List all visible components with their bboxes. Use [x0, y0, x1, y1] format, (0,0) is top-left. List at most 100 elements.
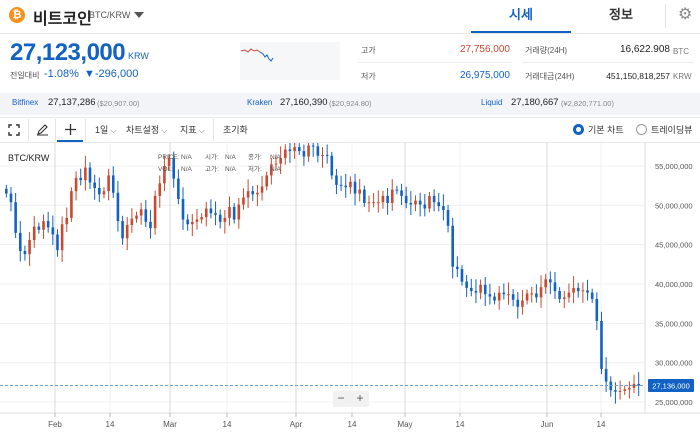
- chart-symbol: BTC/KRW: [8, 153, 50, 163]
- candle-body: [372, 202, 375, 204]
- candle-body: [177, 178, 180, 200]
- tradingview-radio[interactable]: [636, 124, 647, 135]
- candle-body: [204, 208, 208, 218]
- exchange-price: 27,137,286: [48, 97, 96, 108]
- exchange-name[interactable]: Kraken: [247, 98, 273, 107]
- candle-body: [442, 206, 445, 211]
- crosshair-icon[interactable]: [64, 123, 77, 136]
- y-tick-label: 40,000,000: [655, 280, 693, 289]
- candle-body: [553, 282, 557, 292]
- volume-unit: BTC: [673, 47, 689, 56]
- legend-open-label: 시가:: [205, 152, 219, 161]
- divider: [0, 142, 700, 143]
- candle-body: [84, 167, 87, 181]
- y-tick-label: 45,000,000: [655, 241, 693, 250]
- candle-body: [544, 279, 547, 288]
- candle-body: [390, 189, 394, 203]
- candle-body: [344, 185, 348, 188]
- zoom-in-button[interactable]: +: [356, 391, 364, 405]
- exchange-name[interactable]: Bitfinex: [12, 98, 39, 107]
- divider: [85, 119, 86, 141]
- legend-close-label: 종가:: [248, 152, 262, 161]
- pencil-icon[interactable]: [36, 123, 49, 136]
- price-chart[interactable]: 55,000,000 50,000,000 45,000,000 40,000,000…: [0, 143, 700, 434]
- exchange-name[interactable]: Liquid: [481, 98, 503, 107]
- tradingview-label[interactable]: 트레이딩뷰: [651, 125, 693, 135]
- candle-body: [358, 189, 361, 194]
- mini-sparkline: [240, 42, 340, 80]
- high-value: 27,756,000: [459, 44, 510, 55]
- chevron-down-icon[interactable]: [134, 12, 144, 18]
- candle-body: [186, 219, 189, 225]
- candle-body: [353, 181, 357, 194]
- candle-body: [632, 383, 636, 388]
- x-tick-label: 14: [348, 420, 357, 429]
- candle-body: [163, 166, 166, 184]
- candle-body: [628, 387, 631, 390]
- candle-body: [307, 145, 310, 157]
- current-price-tag: [648, 379, 694, 392]
- legend-volume-label: VOL:: [158, 166, 173, 173]
- candle-body: [130, 218, 134, 225]
- gear-icon[interactable]: ⚙: [678, 6, 693, 23]
- candle-body: [321, 154, 324, 156]
- candle-body: [51, 227, 55, 235]
- coin-pair[interactable]: BTC/KRW: [89, 10, 131, 20]
- candle-body: [125, 225, 129, 239]
- volume-value: 16,622.908: [619, 44, 670, 55]
- candle-body: [469, 287, 473, 292]
- exchange-price: 27,160,390: [280, 97, 328, 108]
- exchange-foreign-price: ($20,907.00): [97, 99, 140, 108]
- candle-body: [511, 294, 515, 300]
- exchange-price: 27,180,667: [511, 97, 559, 108]
- candle-body: [135, 215, 138, 219]
- candle-body: [98, 188, 101, 195]
- fullscreen-icon[interactable]: [8, 124, 20, 136]
- candle-body: [232, 206, 236, 220]
- candle-body: [614, 390, 617, 392]
- divider: [665, 4, 666, 28]
- candle-body: [400, 190, 403, 196]
- candle-body: [88, 167, 92, 183]
- candle-body: [558, 291, 561, 299]
- chart-grid: [0, 143, 645, 413]
- basic-chart-label[interactable]: 기본 차트: [588, 125, 624, 135]
- chart-settings-label: 차트설정: [126, 125, 160, 135]
- indicators-dropdown[interactable]: 지표 ⌵: [180, 121, 205, 139]
- candle-body: [525, 293, 529, 301]
- candle-body: [516, 299, 520, 307]
- candle-body: [404, 195, 408, 203]
- interval-label: 1일: [95, 125, 109, 135]
- exchange-bar: [0, 93, 700, 115]
- y-tick-label: 55,000,000: [655, 162, 693, 171]
- reset-button[interactable]: 초기화: [223, 125, 248, 135]
- candle-body: [590, 292, 594, 299]
- candle-body: [637, 383, 640, 386]
- candle-body: [311, 145, 315, 147]
- y-tick-label: 30,000,000: [655, 359, 693, 368]
- candle-body: [428, 195, 431, 209]
- candle-body: [535, 293, 538, 298]
- candle-body: [158, 183, 162, 196]
- chart-settings-dropdown[interactable]: 차트설정 ⌵: [126, 121, 167, 139]
- legend-low-label: 저가:: [248, 164, 262, 173]
- divider: [358, 62, 512, 63]
- turnover-unit: KRW: [673, 72, 692, 81]
- tab-info[interactable]: 정보: [609, 7, 633, 22]
- coin-name[interactable]: 비트코인: [33, 11, 92, 28]
- candle-body: [497, 292, 501, 301]
- candle-body: [386, 195, 389, 203]
- x-tick-label: Jun: [541, 420, 554, 429]
- turnover-value: 451,150,818,257: [606, 71, 670, 81]
- candle-body: [260, 186, 264, 193]
- interval-dropdown[interactable]: 1일 ⌵: [95, 121, 117, 139]
- candle-body: [618, 390, 622, 392]
- candle-body: [60, 224, 64, 251]
- x-tick-label: Mar: [163, 420, 177, 429]
- basic-chart-radio[interactable]: [573, 124, 584, 135]
- candle-body: [567, 292, 571, 298]
- tab-market-price[interactable]: 시세: [471, 0, 571, 33]
- zoom-out-button[interactable]: −: [337, 391, 345, 405]
- candle-body: [237, 204, 241, 220]
- candle-body: [539, 287, 543, 298]
